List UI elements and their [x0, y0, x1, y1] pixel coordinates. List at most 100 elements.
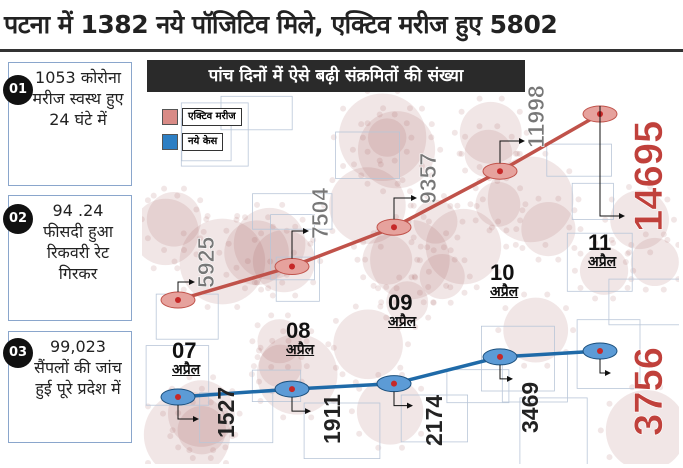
date-label-2: 08 अप्रैल: [286, 318, 315, 357]
label-arrow-new: [393, 391, 413, 409]
value-label-active-4: 11998: [523, 85, 549, 148]
headline: पटना में 1382 नये पॉजिटिव मिले, एक्टिव म…: [4, 10, 558, 39]
stat-box-1: 01 1053 कोरोना मरीज स्वस्थ हुए 24 घंटे म…: [3, 62, 132, 186]
virus-decoration: [467, 175, 529, 234]
virus-decoration: [417, 203, 510, 291]
grid-panel: [180, 102, 249, 167]
virus-decoration: [142, 192, 207, 272]
virus-decoration: [349, 105, 444, 195]
headline-divider: [0, 49, 683, 52]
virus-decoration: [495, 291, 577, 369]
virus-decoration: [597, 384, 679, 464]
virus-decoration: [169, 399, 234, 461]
data-point-new-4: [482, 348, 518, 366]
data-point-new-5: [582, 342, 618, 360]
value-label-new-3: 2174: [421, 395, 447, 446]
stat-box-2: 02 94 .24 फीसदी हुआ रिकवरी रेट गिरकर: [3, 195, 132, 321]
stat-number-badge: 03: [3, 338, 33, 368]
virus-decoration: [249, 312, 310, 370]
virus-decoration: [359, 111, 415, 164]
chart-background: [142, 87, 679, 464]
label-arrow-new: [599, 359, 611, 376]
grid-panel: [303, 402, 381, 459]
value-label-active-3: 9357: [415, 153, 441, 204]
value-label-new-5: 3756: [627, 347, 671, 436]
grid-panel: [608, 278, 679, 326]
data-point-new-3: [376, 375, 412, 393]
grid-panel: [446, 369, 510, 404]
data-point-new-1: [160, 388, 196, 406]
stat-number-badge: 01: [3, 75, 33, 105]
virus-decoration: [622, 231, 679, 293]
data-point-active-1: [160, 291, 196, 309]
data-point-new-2: [274, 380, 310, 398]
grid-panel: [546, 143, 612, 177]
date-month: अप्रैल: [490, 283, 519, 299]
date-month: अप्रैल: [172, 361, 201, 377]
label-arrow-new: [499, 364, 513, 382]
grid-panel: [400, 394, 469, 443]
virus-decoration: [362, 214, 458, 306]
legend-label-active: एक्टिव मरीज: [182, 108, 242, 126]
date-day: 09: [388, 290, 413, 315]
data-point-active-4: [482, 162, 518, 180]
data-point-active-3: [376, 218, 412, 236]
label-arrow-active: [393, 195, 417, 220]
date-month: अप्रैल: [286, 341, 315, 357]
virus-decoration: [378, 274, 437, 330]
date-day: 11: [588, 230, 612, 255]
date-day: 08: [286, 318, 311, 343]
chart-title: पांच दिनों में ऐसे बढ़ी संक्रमितों की सं…: [147, 60, 525, 92]
stat-text: 99,023 सैंपलों की जांच हुई पूरे प्रदेश म…: [34, 337, 122, 398]
date-label-1: 07 अप्रैल: [172, 338, 201, 377]
virus-decoration: [451, 95, 530, 170]
grid-panel: [480, 325, 555, 392]
label-arrow-new: [291, 397, 311, 415]
legend-label-new: नये केस: [182, 133, 224, 151]
virus-decoration: [602, 184, 677, 256]
grid-panel: [252, 193, 333, 230]
virus-decoration: [330, 87, 435, 187]
chart-series: [160, 105, 618, 406]
virus-decoration: [248, 328, 346, 421]
virus-decoration: [325, 303, 411, 386]
date-month: अप्रैल: [588, 253, 617, 269]
value-label-active-5: 14695: [627, 121, 671, 232]
date-day: 10: [490, 260, 515, 285]
value-label-active-2: 7504: [307, 188, 333, 239]
label-arrow-active: [291, 228, 309, 259]
legend-swatch-active: [162, 109, 178, 125]
virus-decoration: [513, 195, 584, 263]
legend-swatch-new: [162, 134, 178, 150]
label-arrow-active: [599, 106, 625, 219]
stat-text: 1053 कोरोना मरीज स्वस्थ हुए 24 घंटे में: [32, 68, 124, 129]
grid-panel: [335, 131, 400, 179]
virus-decoration: [354, 228, 421, 292]
value-label-new-4: 3469: [517, 382, 543, 433]
label-arrow-active: [177, 279, 195, 292]
virus-decoration: [571, 240, 637, 302]
virus-decoration: [142, 185, 210, 253]
stat-text: 94 .24 फीसदी हुआ रिकवरी रेट गिरकर: [43, 201, 113, 283]
grid-panel: [519, 397, 588, 464]
chart-svg: 5925 7504 9357 11998 14695 1527 1911 2174 3469 37…: [142, 85, 679, 464]
stat-box-3: 03 99,023 सैंपलों की जांच हुई पूरे प्रदे…: [3, 331, 132, 443]
data-point-active-2: [274, 258, 310, 276]
chart-value-labels: 5925 7504 9357 11998 14695 1527 1911 2174 3469 37…: [177, 85, 671, 446]
date-label-4: 10 अप्रैल: [490, 260, 519, 299]
date-day: 07: [172, 338, 197, 363]
grid-panel: [275, 256, 320, 302]
date-label-3: 09 अप्रैल: [388, 290, 417, 329]
grid-panel: [571, 182, 614, 220]
grid-panel: [566, 232, 633, 292]
value-label-active-1: 5925: [193, 237, 219, 288]
chart-area: 5925 7504 9357 11998 14695 1527 1911 2174 3469 37…: [142, 56, 679, 464]
date-label-5: 11 अप्रैल: [588, 230, 617, 269]
value-label-new-1: 1527: [213, 387, 239, 438]
date-month: अप्रैल: [388, 313, 417, 329]
virus-decoration: [411, 247, 473, 306]
grid-panel: [270, 214, 315, 281]
value-label-new-2: 1911: [319, 394, 345, 444]
stat-number-badge: 02: [3, 204, 33, 234]
label-arrow-active: [499, 138, 525, 164]
